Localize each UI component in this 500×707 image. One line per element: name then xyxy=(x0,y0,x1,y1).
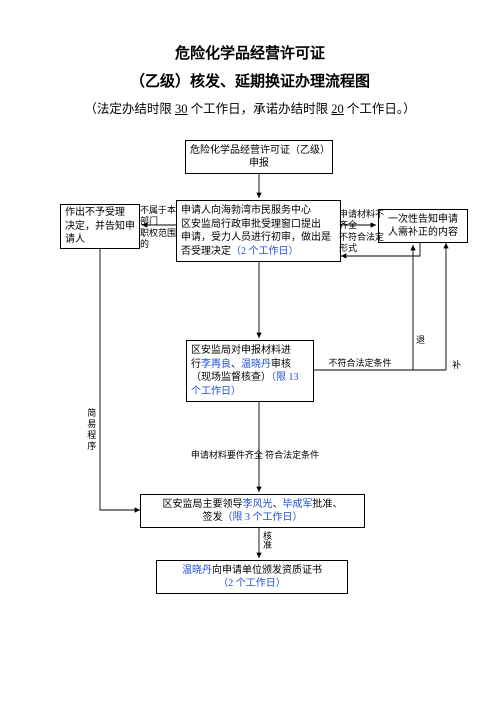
node-reject-l1: 作出不予受理 xyxy=(65,206,125,220)
node-intake: 申请人向海勃湾市民服务中心 区安监局行政审批受理窗口提出 申请，受力人员进行初审… xyxy=(176,200,341,262)
label-return: 退 xyxy=(416,335,425,346)
node-intake-l2: 区安监局行政审批受理窗口提出 xyxy=(181,218,321,232)
subtitle-pre: （法定办结时限 xyxy=(84,102,175,116)
title-line-2: （乙级）核发、延期换证办理流程图 xyxy=(0,70,500,91)
label-not-scope: 不属于本部门 职权范围的 xyxy=(140,205,180,250)
node-issue-l1: 温晓丹向申请单位颁发资质证书 xyxy=(182,564,322,578)
subtitle-post: 个工作日。） xyxy=(344,102,416,116)
subtitle: （法定办结时限 30 个工作日，承诺办结时限 20 个工作日。） xyxy=(0,98,500,117)
node-apply-line2: 申报 xyxy=(249,157,269,171)
node-review-l3: （现场监督核查）（限 13 xyxy=(191,371,299,385)
node-intake-l4: 否受理决定（2 个工作日） xyxy=(181,245,299,259)
node-issue: 温晓丹向申请单位颁发资质证书 （2 个工作日） xyxy=(156,560,348,594)
node-review-l1: 区安监局对申报材料进 xyxy=(191,344,291,358)
node-apply: 危险化学品经营许可证（乙级） 申报 xyxy=(185,140,333,174)
title-line-1: 危险化学品经营许可证 xyxy=(0,42,500,63)
node-approve: 区安监局主要领导李风光、毕成军批准、 签发（限 3 个工作日） xyxy=(140,494,365,528)
label-supplement: 补 xyxy=(452,360,461,371)
page: 危险化学品经营许可证 （乙级）核发、延期换证办理流程图 （法定办结时限 30 个… xyxy=(0,0,500,707)
node-apply-line1: 危险化学品经营许可证（乙级） xyxy=(190,144,328,158)
node-review: 区安监局对申报材料进 行李再良、温晓丹审核 （现场监督核查）（限 13 个工作日… xyxy=(186,340,314,402)
node-issue-l2: （2 个工作日） xyxy=(218,577,286,591)
node-approve-l2: 签发（限 3 个工作日） xyxy=(203,511,303,525)
node-intake-l1: 申请人向海勃湾市民服务中心 xyxy=(181,204,311,218)
subtitle-n2: 20 xyxy=(331,102,344,116)
node-supp-l1: 一次性告知申请 xyxy=(388,213,458,227)
node-supp-l2: 人需补正的内容 xyxy=(388,226,458,240)
node-supplement-notice: 一次性告知申请 人需补正的内容 xyxy=(378,209,468,243)
subtitle-mid: 个工作日，承诺办结时限 xyxy=(187,102,331,116)
label-approve: 核 准 xyxy=(263,532,272,551)
node-review-l4: 个工作日） xyxy=(191,385,241,399)
subtitle-n1: 30 xyxy=(175,102,188,116)
label-complete-ok: 申请材料要件齐全 符合法定条件 xyxy=(155,450,355,461)
node-reject-l3: 请人 xyxy=(65,233,85,247)
node-intake-l3: 申请，受力人员进行初审，做出是 xyxy=(181,231,331,245)
label-not-lawful: 不符合法定条件 xyxy=(320,358,400,369)
label-incomplete: 申请材料不齐全 不符合法定形式 xyxy=(339,209,387,254)
node-reject: 作出不予受理 决定，并告知申 请人 xyxy=(60,204,140,249)
node-reject-l2: 决定，并告知申 xyxy=(65,220,135,234)
node-review-l2: 行李再良、温晓丹审核 xyxy=(191,358,291,372)
label-simple-process: 简易程序 xyxy=(85,408,96,452)
node-approve-l1: 区安监局主要领导李风光、毕成军批准、 xyxy=(163,498,343,512)
